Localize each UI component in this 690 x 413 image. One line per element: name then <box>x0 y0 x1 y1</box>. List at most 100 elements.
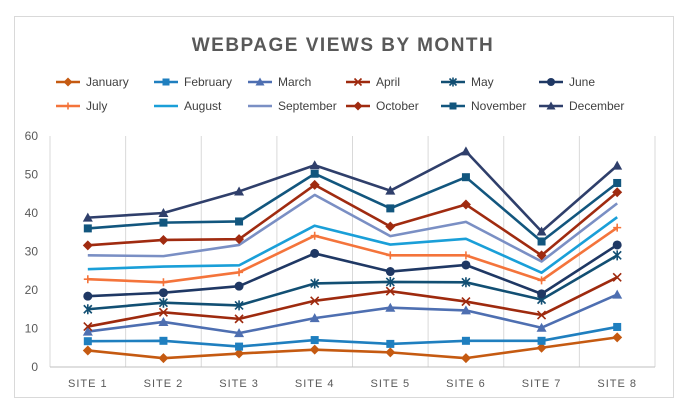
data-point <box>461 260 471 270</box>
data-point <box>234 186 245 196</box>
data-point <box>234 348 245 359</box>
data-point <box>460 353 471 364</box>
legend-label: February <box>184 75 232 89</box>
y-tick-label: 10 <box>25 322 39 336</box>
data-point <box>158 307 169 317</box>
legend-item-november: November <box>441 99 526 113</box>
series-august <box>87 216 618 274</box>
series-line <box>87 226 618 284</box>
data-point <box>386 204 395 213</box>
data-point <box>234 300 244 311</box>
data-point <box>546 101 556 110</box>
series-line <box>87 293 618 335</box>
series-line <box>87 183 619 257</box>
gridlines <box>49 136 656 368</box>
data-point <box>310 248 320 258</box>
legend-label: January <box>86 75 129 89</box>
data-point <box>162 78 170 86</box>
series-line <box>87 254 618 311</box>
x-tick-label: SITE 3 <box>219 378 259 390</box>
legend-label: June <box>569 75 595 89</box>
legend-item-october: October <box>346 99 419 113</box>
data-point <box>83 224 92 233</box>
data-point <box>158 288 168 298</box>
legend-item-september: September <box>248 99 337 113</box>
data-point <box>234 234 245 245</box>
data-point <box>537 276 546 285</box>
series-line <box>87 243 618 298</box>
data-point <box>159 336 168 345</box>
legend-label: August <box>184 99 222 113</box>
series-july <box>83 223 622 287</box>
legend-item-march: March <box>248 75 311 89</box>
data-point <box>235 342 244 351</box>
data-point <box>310 169 319 178</box>
data-point <box>612 240 622 250</box>
data-point <box>461 296 471 307</box>
data-point <box>385 267 395 277</box>
data-point <box>310 278 320 289</box>
series-march <box>82 289 623 338</box>
series-april <box>83 272 622 332</box>
data-point <box>612 160 623 170</box>
data-point <box>385 286 395 296</box>
data-point <box>537 237 546 246</box>
data-point <box>234 281 244 291</box>
data-point <box>536 322 547 332</box>
legend-item-february: February <box>154 75 232 89</box>
y-tick-label: 40 <box>25 206 39 220</box>
x-tick-label: SITE 1 <box>68 378 108 390</box>
x-tick-label: SITE 2 <box>144 378 184 390</box>
y-tick-label: 0 <box>31 360 38 374</box>
data-point <box>536 310 547 320</box>
data-point <box>613 322 622 331</box>
series-line <box>87 216 618 274</box>
data-point <box>536 226 547 236</box>
series-layer <box>82 146 623 364</box>
data-point <box>613 178 622 187</box>
series-october <box>82 179 623 261</box>
data-point <box>82 345 93 356</box>
data-point <box>461 173 470 182</box>
chart-frame <box>14 16 674 398</box>
x-tick-label: SITE 8 <box>597 378 637 390</box>
x-tick-label: SITE 7 <box>522 378 562 390</box>
data-point <box>83 275 92 284</box>
data-point <box>612 272 622 282</box>
data-point <box>612 250 622 261</box>
data-point <box>83 291 93 301</box>
legend-item-august: August <box>154 99 222 113</box>
data-point <box>235 268 244 277</box>
data-point <box>460 146 471 156</box>
legend-label: December <box>569 99 624 113</box>
series-january <box>82 332 623 364</box>
data-point <box>386 339 395 348</box>
data-point <box>310 296 320 306</box>
data-point <box>63 77 73 87</box>
series-december <box>82 146 623 236</box>
data-point <box>158 234 169 245</box>
legend-item-january: January <box>56 75 129 89</box>
data-point <box>386 251 395 260</box>
data-point <box>460 199 471 210</box>
y-tick-label: 60 <box>25 129 39 143</box>
data-point <box>64 102 72 110</box>
legend-item-april: April <box>346 75 400 89</box>
data-point <box>158 316 169 326</box>
legend-label: May <box>471 75 494 89</box>
legend-label: October <box>376 99 419 113</box>
data-point <box>234 328 245 338</box>
data-point <box>612 332 623 343</box>
series-line <box>87 336 618 360</box>
data-point <box>460 305 471 315</box>
series-february <box>83 322 622 351</box>
data-point <box>536 342 547 353</box>
data-point <box>612 289 623 299</box>
legend-label: July <box>86 99 107 113</box>
data-point <box>234 314 244 324</box>
data-point <box>385 347 396 358</box>
data-point <box>82 240 93 251</box>
series-line <box>87 325 618 348</box>
data-point <box>536 250 547 261</box>
legend-label: November <box>471 99 526 113</box>
